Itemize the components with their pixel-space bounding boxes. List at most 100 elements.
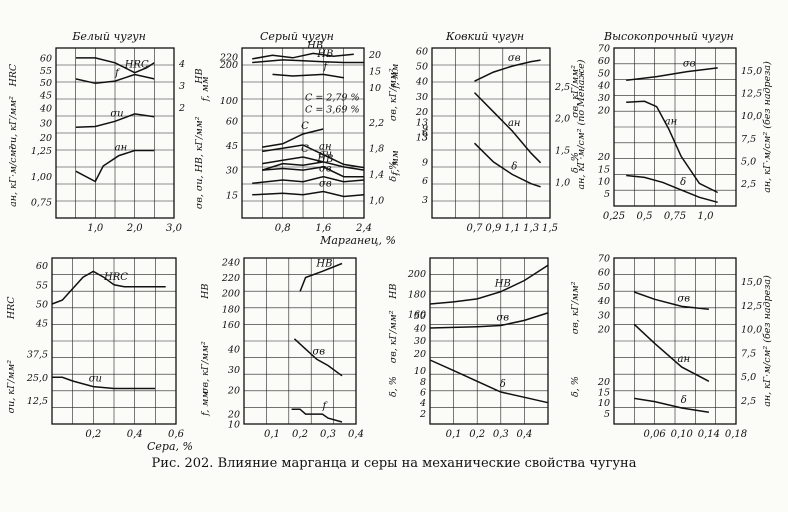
x-tick-label: 0,25 — [603, 211, 625, 222]
series-line — [633, 323, 710, 382]
series-line — [474, 59, 541, 82]
plot-frame — [243, 257, 357, 425]
y-tick-label: 45 — [35, 319, 48, 330]
y-tick-label: 50 — [36, 299, 48, 310]
series-line — [252, 52, 354, 60]
series-label: σи — [110, 108, 123, 119]
y-tick-label: 40 — [39, 103, 52, 114]
series-label: НВ — [316, 49, 333, 60]
y-tick-label: 9 — [422, 123, 428, 134]
y-tick-label: 60 — [36, 261, 48, 272]
x-tick-label: 1,0 — [698, 211, 715, 222]
y-tick-label: 2,5 — [740, 396, 756, 407]
series-line — [75, 57, 155, 74]
y-tick-label: 60 — [598, 268, 610, 279]
chart-title: Белый чугун — [71, 30, 146, 43]
x-tick-label: 0,9 — [485, 223, 502, 234]
x-tick-label: 1,3 — [523, 223, 539, 234]
y-axis-label: aн, кГ·м/см² (без надреза) — [762, 61, 773, 193]
y-tick-label: 50 — [416, 62, 428, 73]
y-tick-label: 2,5 — [740, 179, 756, 190]
y-tick-label: 2 — [419, 409, 426, 420]
y-axis-label: НВ — [200, 284, 211, 300]
y-tick-label: 15 — [369, 67, 381, 78]
y-tick-label: 15 — [598, 164, 610, 175]
series-line — [262, 156, 324, 165]
series-line — [473, 92, 542, 164]
y-tick-label: 200 — [407, 269, 426, 280]
series-label: НВ — [315, 258, 332, 269]
y-tick-label: 40 — [413, 324, 426, 335]
series-label: aн — [665, 116, 678, 127]
series-label: δ — [511, 161, 517, 172]
series-line — [262, 161, 365, 171]
y-axis-label: σв, кГ/мм² — [200, 341, 211, 394]
plot-frame — [241, 47, 365, 219]
x-tick-label: 0,3 — [320, 429, 336, 440]
y-tick-label: 160 — [222, 320, 240, 331]
plot-frame — [613, 47, 737, 207]
y-axis-label: HRC — [6, 296, 17, 320]
y-axis-label: σи, кГ/мм² — [6, 360, 17, 414]
series-label: C — [301, 144, 309, 155]
x-tick-label: 0,75 — [664, 211, 686, 222]
y-tick-label: 180 — [222, 304, 240, 315]
y-tick-label: 100 — [220, 96, 238, 107]
y-tick-label: 12,5 — [741, 301, 762, 312]
chart-title: Высокопрочный чугун — [603, 30, 734, 43]
y-axis-label: δ, % — [388, 376, 399, 397]
y-tick-label: 1,00 — [31, 172, 52, 183]
series-line — [262, 166, 364, 178]
series-label: δ — [681, 395, 687, 406]
y-tick-label: 3 — [422, 195, 428, 206]
y-axis-label: δ, % — [388, 161, 399, 182]
series-line — [262, 144, 365, 169]
y-tick-label: 9 — [422, 157, 428, 168]
series-label: aн — [115, 143, 128, 154]
y-tick-label: 30 — [416, 92, 428, 103]
series-line — [75, 149, 155, 183]
y-tick-label: 20 — [413, 349, 426, 360]
y-axis-label: δ, % — [570, 376, 581, 397]
x-axis-label: Сера, % — [147, 440, 193, 453]
y-tick-label: 6 — [422, 176, 428, 187]
y-tick-label: 20 — [368, 50, 381, 61]
y-tick-label: 15,0 — [741, 277, 762, 288]
y-axis-label: НВ — [388, 284, 399, 300]
y-tick-label: 60 — [226, 116, 238, 127]
y-tick-label: 50 — [414, 311, 426, 322]
y-tick-label: 60 — [416, 47, 428, 58]
y-tick-label: 60 — [598, 56, 610, 67]
series-line — [75, 113, 155, 129]
y-tick-label: 4 — [419, 398, 426, 409]
series-line — [252, 190, 365, 198]
y-tick-label: 50 — [598, 68, 610, 79]
y-tick-label: 0,75 — [31, 198, 52, 209]
chart-gray-s: 0,1 0,2 0,3 0,4 160 180 200 220 240 НВ 20 30 40 σв, к… — [200, 257, 364, 440]
x-tick-label: 0,10 — [671, 429, 694, 440]
series-label: НВ — [494, 279, 511, 290]
y-tick-label: 5 — [604, 409, 610, 420]
series-line — [293, 338, 343, 377]
x-tick-label: 0,3 — [493, 429, 509, 440]
y-tick-label: 10,0 — [741, 325, 762, 336]
y-tick-label: 20 — [39, 133, 52, 144]
x-tick-label: 0,1 — [264, 429, 280, 440]
y-tick-label: 37,5 — [27, 349, 48, 360]
y-tick-label: 220 — [221, 273, 240, 284]
x-tick-label: 0,6 — [168, 429, 185, 440]
y-axis-label: σи, кГ/мм² — [8, 96, 19, 150]
y-tick-label: 10,0 — [741, 111, 762, 122]
y-tick-label: 5,0 — [741, 372, 756, 383]
series-line — [75, 73, 155, 85]
series-line — [52, 376, 156, 390]
y-tick-label: 200 — [221, 289, 240, 300]
figure-caption: Рис. 202. Влияние марганца и серы на мех… — [151, 456, 637, 471]
y-tick-label: 1,0 — [369, 195, 384, 206]
y-tick-label: 30 — [40, 118, 52, 129]
y-tick-label: 10 — [598, 398, 610, 409]
series-label: σи — [319, 149, 332, 160]
